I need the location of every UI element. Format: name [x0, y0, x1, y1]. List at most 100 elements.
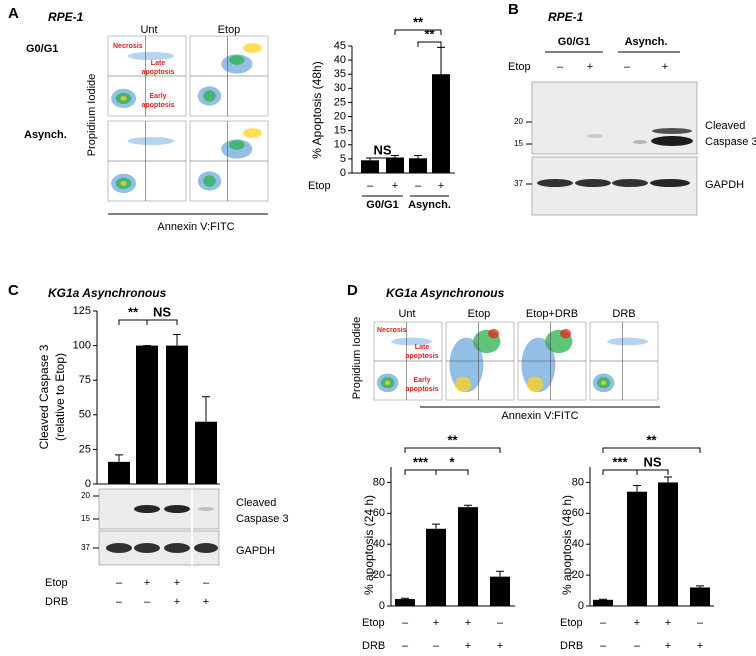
quadrant-label: Late: [151, 60, 166, 67]
flow-density: [127, 137, 175, 145]
y-tick-label: 10: [334, 139, 346, 151]
y-tick-label: 0: [578, 600, 584, 612]
flow-density: [607, 337, 648, 346]
row-sign: +: [497, 640, 503, 652]
y-tick-label: 15: [334, 125, 346, 137]
y-tick-label: 50: [79, 409, 91, 421]
row-sign: +: [587, 61, 593, 73]
y-tick-label: 0: [340, 167, 346, 179]
mw-marker: 20: [514, 117, 523, 126]
y-tick-label: 20: [373, 569, 385, 581]
flow-column: Etop: [218, 24, 241, 36]
row-label: Etop: [560, 617, 583, 629]
flow-density: [120, 96, 127, 101]
flow-density: [127, 52, 175, 60]
significance-label: NS: [643, 454, 661, 469]
row-label: Etop: [45, 577, 68, 589]
row-sign: –: [144, 596, 151, 608]
flow-density: [203, 175, 216, 187]
blot-band: [194, 543, 218, 553]
row-sign: +: [665, 640, 671, 652]
y-tick-label: 40: [334, 54, 346, 66]
y-tick-label: 40: [572, 538, 584, 550]
significance-bracket: [146, 319, 178, 325]
mw-marker: 37: [514, 179, 523, 188]
flow-y-label: Propidium Iodide: [86, 74, 98, 157]
row-sign: –: [624, 61, 631, 73]
bar: [432, 74, 450, 173]
y-tick-label: 20: [334, 110, 346, 122]
row-sign: –: [433, 640, 440, 652]
panel-label: A: [8, 5, 19, 22]
group-label: G0/G1: [558, 36, 590, 48]
significance-bracket: [118, 319, 148, 325]
y-tick-label: 20: [572, 569, 584, 581]
significance-label: **: [646, 432, 657, 447]
flow-row: Asynch.: [24, 129, 67, 141]
y-tick-label: 75: [79, 374, 91, 386]
row-sign: –: [402, 617, 409, 629]
panel-label: B: [508, 1, 519, 18]
error-bar: [401, 597, 409, 600]
band-label: GAPDH: [705, 179, 744, 191]
panel-title: KG1a Asynchronous: [48, 286, 167, 300]
quadrant-label: apoptosis: [141, 69, 174, 76]
bar: [426, 528, 446, 606]
row-sign: +: [465, 640, 471, 652]
y-tick-label: 0: [85, 478, 91, 490]
panel-title: RPE-1: [548, 10, 584, 24]
row-sign: –: [600, 617, 607, 629]
mw-marker: 37: [81, 543, 90, 552]
band-label: Cleaved: [705, 120, 745, 132]
quadrant-label: Early: [149, 93, 166, 100]
flow-column: Etop+DRB: [526, 308, 578, 320]
flow-x-label: Annexin V:FITC: [501, 410, 578, 422]
y-axis-label: Cleaved Caspase 3: [37, 344, 51, 449]
error-bar: [496, 570, 504, 577]
row-sign: –: [203, 577, 210, 589]
error-bar: [115, 454, 123, 462]
significance-label: **: [128, 304, 139, 319]
flow-y-label: Propidium Iodide: [351, 317, 363, 400]
flow-column: Etop: [468, 308, 491, 320]
bar: [458, 507, 478, 606]
y-tick-label: 60: [572, 507, 584, 519]
row-label: DRB: [362, 640, 385, 652]
row-sign: +: [465, 617, 471, 629]
significance-label: ***: [413, 454, 429, 469]
significance-bracket: [404, 469, 437, 475]
flow-density: [391, 337, 432, 346]
error-bar: [696, 585, 704, 588]
flow-row: G0/G1: [26, 43, 58, 55]
row-sign: –: [557, 61, 564, 73]
error-bar: [432, 523, 440, 529]
row-sign: –: [697, 617, 704, 629]
error-bar: [414, 155, 422, 159]
blot-band: [575, 179, 611, 187]
error-bar: [202, 396, 210, 422]
significance-bracket: [404, 447, 501, 453]
band-label: Caspase 3: [705, 136, 756, 148]
bar: [108, 461, 130, 484]
row-sign: +: [662, 61, 668, 73]
significance-label: **: [447, 432, 458, 447]
quadrant-label: Early: [413, 377, 430, 384]
bar: [166, 345, 188, 484]
significance-label: **: [424, 26, 435, 41]
y-tick-label: 30: [334, 82, 346, 94]
y-tick-label: 40: [373, 538, 385, 550]
flow-density: [384, 380, 391, 386]
blot-band: [134, 543, 160, 553]
row-sign: +: [438, 180, 444, 192]
group-label: Asynch.: [408, 199, 451, 211]
flow-density: [120, 181, 127, 186]
y-axis-label: % apoptosis (48 h): [560, 495, 574, 595]
row-sign: –: [116, 577, 123, 589]
mw-marker: 15: [81, 514, 90, 523]
y-tick-label: 45: [334, 40, 346, 52]
quadrant-label: apoptosis: [141, 102, 174, 109]
panel-label: C: [8, 282, 19, 299]
blot-band: [164, 505, 190, 513]
